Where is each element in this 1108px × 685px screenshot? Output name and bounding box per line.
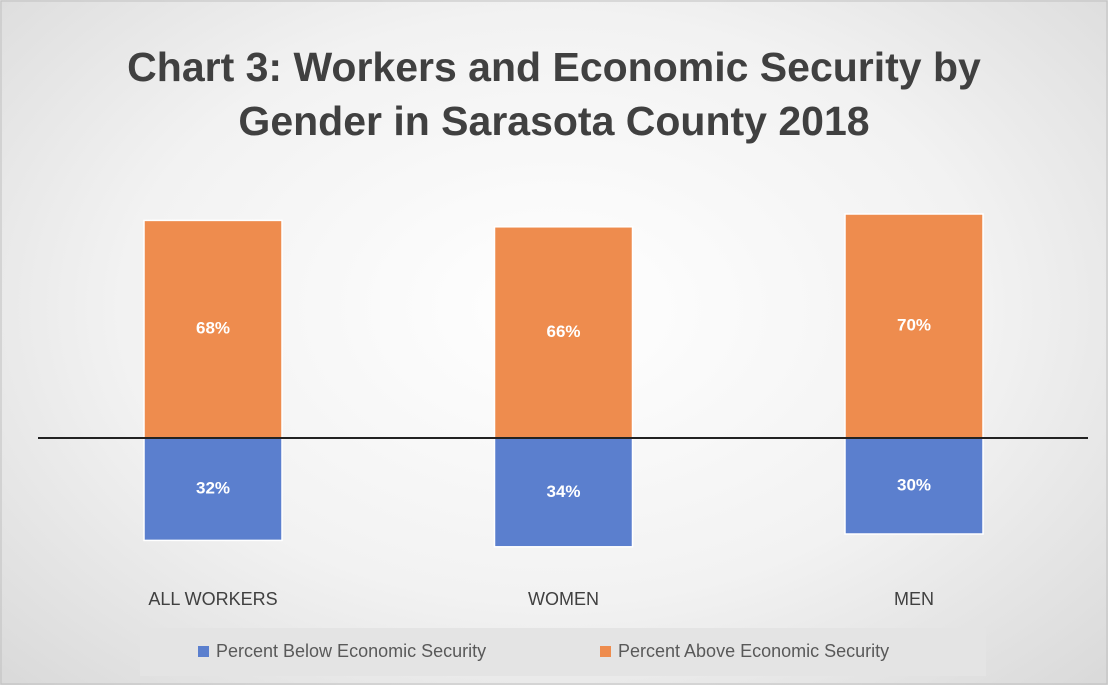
x-tick-label: WOMEN bbox=[528, 589, 599, 609]
bar bbox=[493, 226, 634, 439]
legend-box bbox=[140, 628, 986, 676]
data-label: 68% bbox=[196, 319, 230, 338]
bar bbox=[143, 219, 283, 439]
bar bbox=[143, 437, 283, 542]
x-tick-label: MEN bbox=[894, 589, 934, 609]
legend-swatch bbox=[198, 646, 209, 657]
data-label: 70% bbox=[897, 315, 931, 334]
legend-swatch bbox=[600, 646, 611, 657]
bar bbox=[493, 437, 634, 548]
data-label: 66% bbox=[546, 322, 580, 341]
data-label: 34% bbox=[546, 482, 580, 501]
data-label: 32% bbox=[196, 479, 230, 498]
bar bbox=[844, 213, 984, 439]
data-label: 30% bbox=[897, 475, 931, 494]
x-tick-label: ALL WORKERS bbox=[148, 589, 277, 609]
chart-title: Chart 3: Workers and Economic Security b… bbox=[127, 44, 981, 144]
legend-label: Percent Above Economic Security bbox=[618, 641, 889, 661]
legend-label: Percent Below Economic Security bbox=[216, 641, 486, 661]
